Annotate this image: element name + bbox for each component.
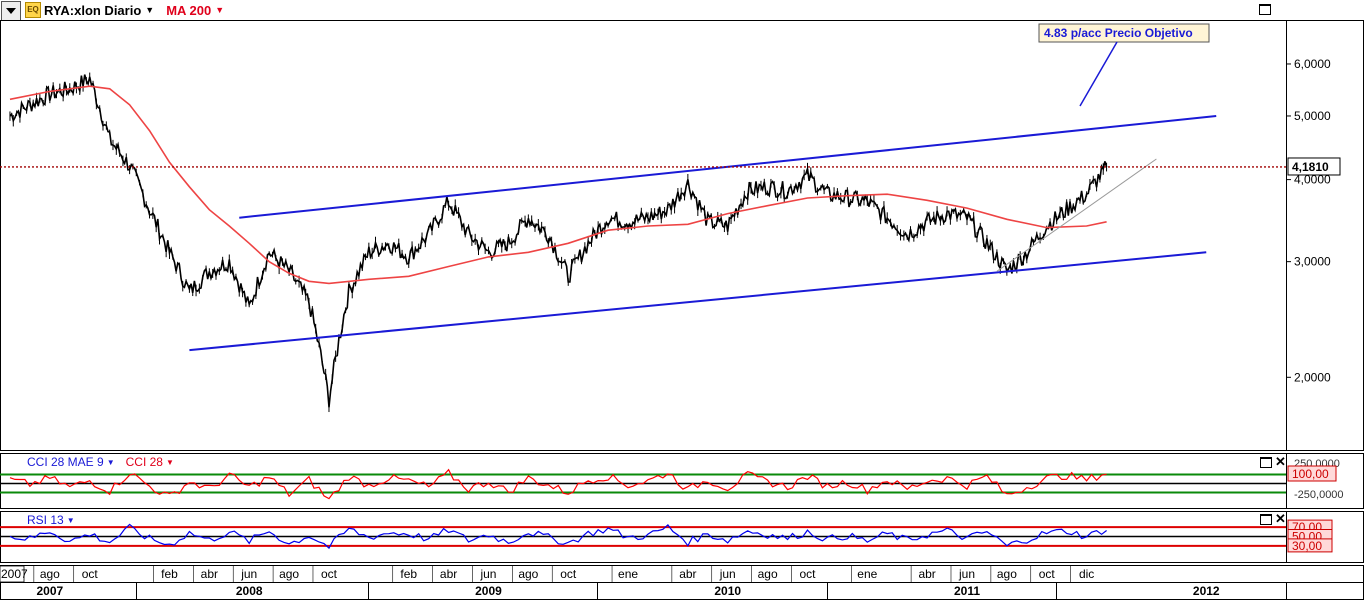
y-tick-label: 6,0000 — [1294, 57, 1331, 71]
y-tick-label: 4,0000 — [1294, 173, 1331, 187]
rsi-panel-title: RSI 13 ▼ — [27, 513, 78, 527]
chevron-down-icon[interactable]: ▼ — [215, 5, 225, 15]
x-month-label: jun — [958, 567, 975, 581]
channel-line-trend — [996, 158, 1157, 272]
close-icon[interactable]: ✕ — [1275, 511, 1286, 526]
x-month-label: abr — [440, 567, 457, 581]
chevron-down-icon[interactable]: ▼ — [106, 457, 115, 467]
x-year-label: 2007 — [36, 584, 63, 598]
rsi-title[interactable]: RSI 13 — [27, 513, 64, 527]
price-series — [9, 74, 1108, 408]
y-tick-label: 5,0000 — [1294, 109, 1331, 123]
x-year-label: 2009 — [475, 584, 502, 598]
cci-title-b[interactable]: CCI 28 — [125, 455, 163, 469]
cci-tag-box — [1287, 465, 1337, 482]
x-month-label: ago — [40, 567, 60, 581]
x-month-label: abr — [918, 567, 935, 581]
cci-series — [9, 468, 1107, 500]
panel-frame — [0, 20, 1364, 451]
maximize-icon[interactable] — [1259, 4, 1271, 15]
annotation-pointer — [1079, 41, 1118, 107]
ma-200-line — [9, 85, 1107, 285]
rsi-series — [9, 523, 1107, 550]
x-year-label: 2011 — [954, 584, 980, 598]
x-month-label: ene — [857, 567, 877, 581]
x-month-label: oct — [82, 567, 99, 581]
price-tag-box — [1287, 157, 1341, 176]
x-month-label: jun — [240, 567, 257, 581]
y-tick-label: 2,0000 — [1294, 370, 1331, 384]
cci-panel-title: CCI 28 MAE 9 ▼ CCI 28 ▼ — [27, 455, 177, 469]
maximize-icon[interactable] — [1260, 457, 1272, 468]
x-month-label: feb — [161, 567, 178, 581]
channel-line-upper — [239, 114, 1217, 219]
x-month-label: ene — [618, 567, 638, 581]
close-icon[interactable]: ✕ — [1275, 454, 1286, 469]
ma-indicator-label[interactable]: MA 200 — [166, 2, 212, 18]
x-month-label: ago — [997, 567, 1017, 581]
x-month-label: oct — [799, 567, 816, 581]
price-tag: 4,1810 — [1292, 160, 1329, 174]
x-month-label: dic — [1079, 567, 1094, 581]
panel-frame — [0, 453, 1364, 509]
x-month-label: ago — [758, 567, 778, 581]
chevron-down-icon[interactable]: ▼ — [165, 457, 174, 467]
x-month-label: jun — [719, 567, 736, 581]
chart-header: EQ RYA:xlon Diario ▼ MA 200 ▼ — [0, 0, 236, 21]
chevron-down-icon[interactable]: ▼ — [145, 5, 155, 15]
channel-line-lower — [189, 251, 1207, 352]
x-month-label: abr — [679, 567, 696, 581]
x-month-label: 2007 — [1, 567, 28, 581]
x-year-label: 2008 — [236, 584, 263, 598]
annotation-text: 4.83 p/acc Precio Objetivo — [1044, 26, 1193, 40]
y-tick-label: 3,0000 — [1294, 255, 1331, 269]
x-month-label: feb — [400, 567, 417, 581]
x-month-label: oct — [560, 567, 577, 581]
symbol-title[interactable]: RYA:xlon Diario — [44, 2, 142, 18]
x-year-label: 2010 — [714, 584, 741, 598]
x-month-label: jun — [479, 567, 496, 581]
cci-lower-label: -250,0000 — [1294, 489, 1344, 501]
x-month-label: ago — [279, 567, 299, 581]
cci-title-a[interactable]: CCI 28 MAE 9 — [27, 455, 104, 469]
annotation-box — [1038, 23, 1210, 43]
maximize-icon[interactable] — [1260, 514, 1272, 525]
x-month-label: oct — [1039, 567, 1056, 581]
x-month-label: ago — [518, 567, 538, 581]
equity-icon: EQ — [25, 2, 41, 18]
x-start-box — [0, 565, 25, 583]
x-month-label: oct — [321, 567, 338, 581]
chevron-down-icon[interactable]: ▼ — [66, 515, 75, 525]
rsi-tag-box — [1287, 538, 1333, 553]
x-month-label: abr — [201, 567, 218, 581]
x-year-label: 2012 — [1193, 584, 1220, 598]
rsi-tag-30: 30,00 — [1292, 539, 1322, 553]
cci-tag: 100,00 — [1292, 467, 1329, 481]
